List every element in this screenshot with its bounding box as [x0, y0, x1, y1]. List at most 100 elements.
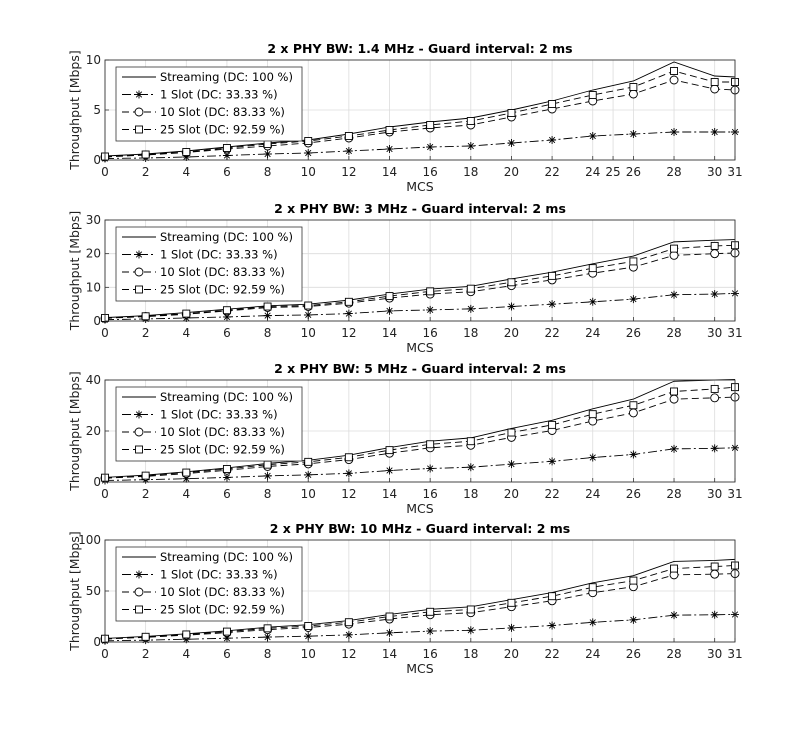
data-point — [466, 142, 475, 150]
data-point — [426, 440, 435, 449]
x-tick-label: 31 — [727, 647, 742, 661]
data-point — [507, 109, 516, 117]
x-tick-label: 8 — [264, 165, 272, 179]
x-tick-label: 2 — [142, 326, 150, 340]
data-point — [263, 633, 272, 642]
data-point — [182, 153, 191, 161]
data-point — [385, 145, 394, 153]
legend-box — [115, 66, 303, 142]
x-tick-label: 20 — [504, 647, 519, 661]
data-point — [263, 471, 272, 480]
x-tick-label: 20 — [504, 487, 519, 501]
data-point — [466, 437, 475, 446]
legend: Streaming (DC: 100 %) 1 Slot (DC: 33.33 %… — [115, 386, 303, 462]
x-tick-label: 0 — [101, 326, 109, 340]
data-point — [588, 297, 597, 306]
x-tick-label: 26 — [626, 165, 641, 179]
data-point — [629, 83, 638, 91]
x-tick-label: 10 — [301, 647, 316, 661]
legend-entry: 10 Slot (DC: 83.33 %) — [160, 585, 285, 599]
data-point — [466, 304, 475, 313]
data-point — [629, 576, 638, 585]
data-point — [344, 147, 353, 155]
data-point — [670, 290, 679, 299]
data-point — [426, 305, 435, 314]
legend-entry: 1 Slot (DC: 33.33 %) — [160, 88, 278, 102]
x-tick-label: 8 — [264, 647, 272, 661]
x-tick-label: 8 — [264, 326, 272, 340]
x-tick-label: 18 — [463, 487, 478, 501]
x-tick-label: 16 — [423, 326, 438, 340]
data-point — [222, 634, 231, 643]
data-point — [629, 257, 638, 266]
data-point — [344, 630, 353, 639]
data-point — [588, 264, 597, 273]
data-point — [304, 622, 313, 630]
axes-frame — [104, 539, 736, 643]
data-point — [141, 312, 150, 321]
data-point — [182, 468, 191, 477]
x-tick-label: 4 — [182, 326, 190, 340]
data-point — [263, 302, 272, 311]
x-tick-label: 24 — [585, 165, 600, 179]
data-point — [385, 306, 394, 315]
data-point — [710, 241, 719, 250]
data-point — [548, 100, 557, 108]
data-point — [304, 632, 313, 641]
data-point — [344, 453, 353, 462]
data-point — [588, 132, 597, 140]
data-point — [426, 627, 435, 636]
data-point — [670, 387, 678, 396]
x-tick-label: 12 — [341, 326, 356, 340]
x-axis-label: MCS — [406, 501, 434, 516]
x-tick-label: 25 — [605, 165, 620, 179]
data-point — [710, 562, 719, 571]
data-point — [263, 624, 272, 633]
y-tick-label: 0 — [93, 635, 101, 649]
x-tick-label: 6 — [223, 487, 231, 501]
axes-frame — [104, 59, 736, 161]
x-tick-label: 30 — [707, 326, 722, 340]
data-point — [385, 612, 394, 621]
data-point — [182, 630, 191, 639]
data-point — [670, 611, 679, 620]
x-tick-label: 22 — [544, 647, 559, 661]
data-point — [710, 128, 719, 136]
x-tick-label: 4 — [182, 487, 190, 501]
data-point — [426, 607, 435, 616]
data-point — [304, 149, 313, 157]
legend-marker — [135, 410, 143, 419]
axes-frame — [104, 379, 736, 483]
data-point — [670, 444, 679, 453]
x-tick-label: 8 — [264, 487, 272, 501]
x-tick-label: 20 — [504, 326, 519, 340]
legend-entry: 1 Slot (DC: 33.33 %) — [160, 568, 278, 582]
x-tick-label: 10 — [301, 487, 316, 501]
y-tick-label: 0 — [93, 314, 101, 328]
data-point — [548, 420, 557, 429]
data-point — [466, 284, 475, 293]
data-point — [548, 136, 557, 144]
y-tick-label: 40 — [86, 373, 101, 387]
chart-title: 2 x PHY BW: 1.4 MHz - Guard interval: 2 … — [267, 41, 572, 56]
data-point — [222, 151, 231, 160]
x-axis-label: MCS — [406, 179, 434, 194]
data-point — [588, 416, 598, 426]
data-point — [182, 474, 191, 483]
data-point — [548, 457, 557, 466]
data-point — [222, 627, 231, 636]
x-tick-label: 14 — [382, 326, 397, 340]
data-point — [222, 465, 231, 473]
data-point — [507, 623, 516, 632]
data-point — [507, 139, 516, 147]
data-point — [466, 463, 475, 472]
x-tick-label: 0 — [101, 647, 109, 661]
series-line — [104, 573, 736, 640]
data-point — [263, 150, 272, 158]
y-tick-label: 0 — [93, 153, 101, 167]
y-tick-label: 20 — [86, 247, 101, 261]
legend-marker — [134, 267, 144, 277]
x-tick-label: 2 — [142, 647, 150, 661]
